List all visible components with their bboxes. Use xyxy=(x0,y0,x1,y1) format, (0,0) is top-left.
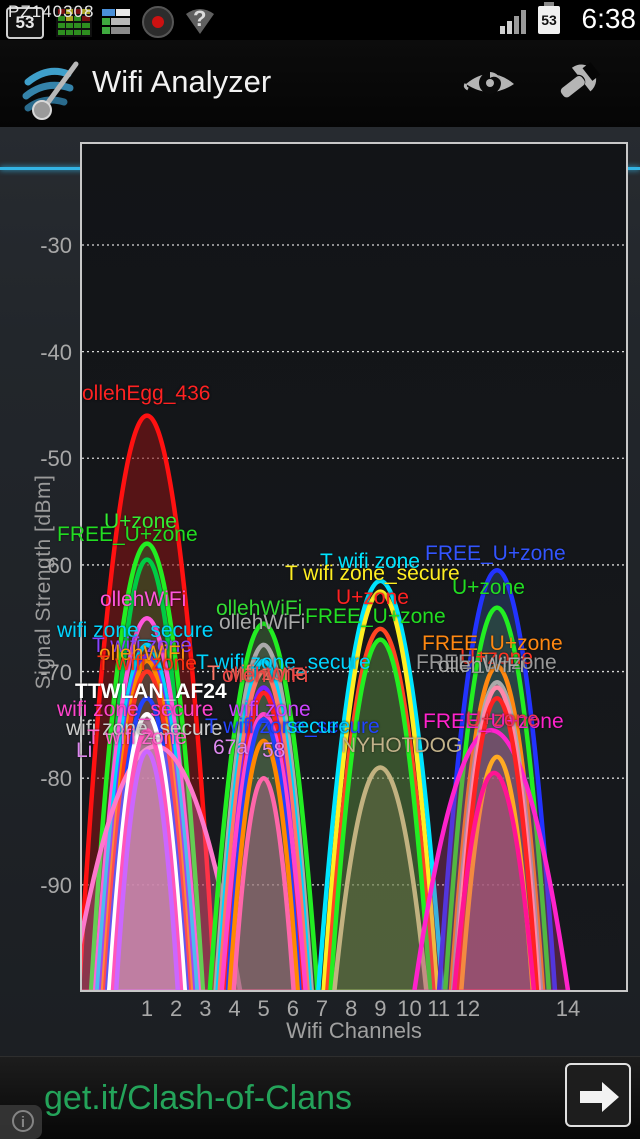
x-tick: 1 xyxy=(140,996,154,1021)
signal-curve xyxy=(106,711,188,990)
x-tick: 10 xyxy=(397,996,422,1021)
signal-curve xyxy=(325,626,436,990)
signal-curve xyxy=(436,568,558,990)
wrench-icon[interactable] xyxy=(550,56,606,113)
record-icon xyxy=(142,6,174,38)
signal-curve xyxy=(454,696,540,990)
x-tick: 6 xyxy=(286,996,299,1021)
action-bar: Wifi Analyzer xyxy=(0,40,640,170)
signal-curve xyxy=(113,749,181,990)
signal-curve xyxy=(316,578,445,990)
status-time: 6:38 xyxy=(581,3,637,34)
x-axis-title: Wifi Channels xyxy=(286,1018,422,1043)
signal-curve xyxy=(231,776,296,990)
signal-curve xyxy=(110,728,184,990)
wifi-help-icon: ? xyxy=(184,4,216,36)
plot-area xyxy=(80,142,628,992)
signal-curve xyxy=(321,589,440,990)
list-widget-icon xyxy=(102,9,130,40)
y-tick: -30 xyxy=(40,233,72,258)
y-tick: -40 xyxy=(40,339,72,365)
x-tick: 3 xyxy=(199,996,212,1021)
app-title: Wifi Analyzer xyxy=(92,64,272,99)
x-tick: 12 xyxy=(455,996,481,1021)
calendar-icon: 53 xyxy=(6,7,44,39)
y-tick: -90 xyxy=(40,872,72,898)
y-tick: -80 xyxy=(40,766,72,792)
ad-banner[interactable]: get.it/Clash-of-Clans i xyxy=(0,1056,640,1139)
y-tick: -60 xyxy=(40,552,72,578)
y-tick: -50 xyxy=(40,446,72,472)
signal-curve xyxy=(217,669,310,990)
status-overlay-text: PZ140308 xyxy=(8,2,95,21)
wifi-channel-graph[interactable]: Signal Strength [dBm] -30 -40 -50 -60 -70 -80… xyxy=(0,130,640,1060)
signal-curve xyxy=(452,770,537,990)
signal-curve xyxy=(332,765,429,990)
x-tick: 4 xyxy=(228,996,241,1021)
x-tick: 2 xyxy=(170,996,183,1021)
battery-icon: 53 xyxy=(538,2,560,34)
x-tick: 5 xyxy=(257,996,270,1021)
ad-link[interactable]: get.it/Clash-of-Clans xyxy=(44,1079,353,1117)
status-bar: 53 PZ140308 ? xyxy=(0,0,640,40)
x-tick: 9 xyxy=(374,996,387,1021)
signal-strength-icon xyxy=(500,8,530,39)
info-icon[interactable]: i xyxy=(0,1105,42,1139)
x-tick: 14 xyxy=(555,996,581,1021)
x-tick: 11 xyxy=(427,996,451,1021)
signal-curve xyxy=(328,637,433,990)
grid-widget-icon xyxy=(56,7,92,42)
ad-arrow-button[interactable] xyxy=(565,1063,631,1127)
eye-icon[interactable] xyxy=(462,62,518,107)
x-tick: 8 xyxy=(345,996,358,1021)
signal-curve xyxy=(219,711,308,990)
signal-curves xyxy=(82,244,626,990)
arrow-right-icon xyxy=(580,1082,619,1112)
wifi-analyzer-logo xyxy=(14,48,86,125)
signal-curve xyxy=(227,738,300,990)
y-tick: -70 xyxy=(40,659,72,685)
signal-curve xyxy=(102,669,192,990)
x-tick: 7 xyxy=(315,996,329,1021)
